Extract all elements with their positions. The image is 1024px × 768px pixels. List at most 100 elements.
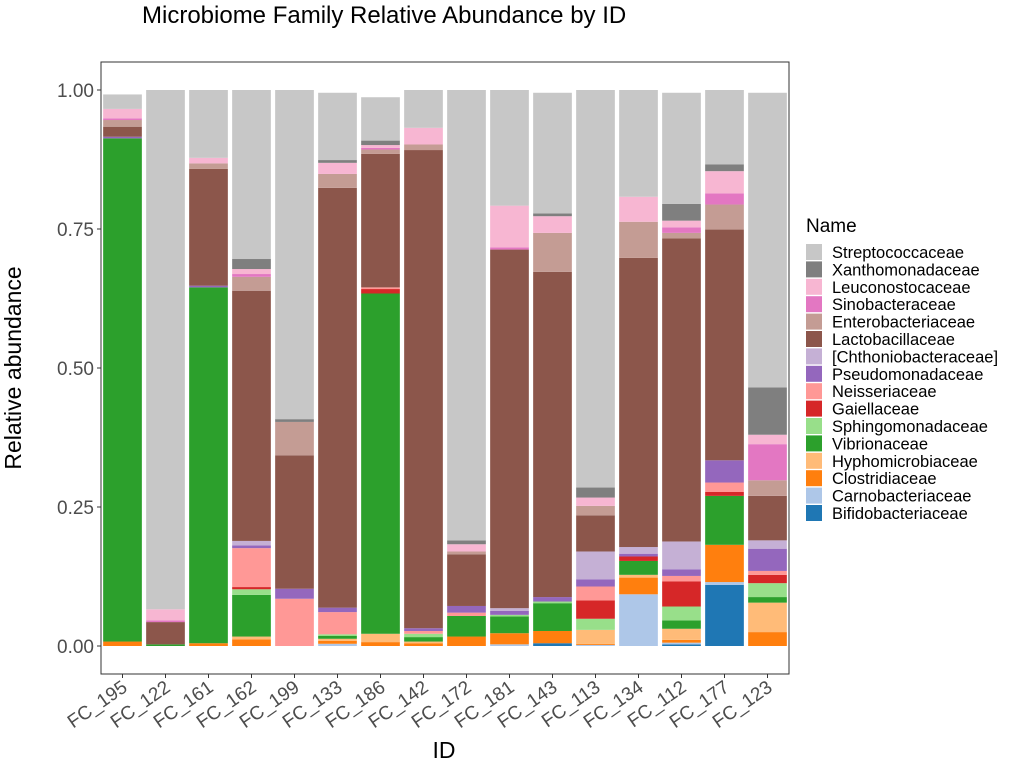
bar-segment-fc-177-pseudomonadaceae	[705, 460, 744, 483]
bar-segment-fc-181-vibrionaceae	[490, 616, 529, 634]
bar-segment-fc-172-lactobacillaceae	[447, 554, 486, 606]
bar-segment-fc-134-enterobacteriaceae	[619, 221, 658, 258]
bar-segment-fc-142-hyphomicrobiaceae	[404, 641, 443, 644]
bar-segment-fc-161-leuconostocaceae	[189, 157, 228, 164]
bar-segment-fc-177-streptococcaceae	[705, 90, 744, 165]
bar-segment-fc-112-lactobacillaceae	[662, 238, 701, 542]
bar-segment-fc-162-lactobacillaceae	[232, 290, 271, 541]
legend-label: Carnobacteriaceae	[832, 488, 971, 506]
legend-key	[806, 505, 822, 521]
bar-segment-fc-123-lactobacillaceae	[748, 495, 787, 541]
bar-segment-fc-134-vibrionaceae	[619, 560, 658, 575]
bar-segment-fc-162-enterobacteriaceae	[232, 276, 271, 291]
bar-segment-fc-143-leuconostocaceae	[533, 216, 572, 233]
bar-segment-fc-112-sphingomonadaceae	[662, 606, 701, 621]
x-axis: FC_195FC_122FC_161FC_162FC_199FC_133FC_1…	[64, 674, 776, 733]
bar-segment-fc-113-hyphomicrobiaceae	[576, 629, 615, 644]
bar-segment-fc-123-pseudomonadaceae	[748, 548, 787, 571]
y-tick-label: 0.00	[57, 637, 94, 658]
legend-label: Clostridiaceae	[832, 470, 937, 488]
bar-segment-fc-113-leuconostocaceae	[576, 497, 615, 506]
legend-key	[806, 383, 822, 400]
bar-segment-fc-172-pseudomonadaceae	[447, 605, 486, 613]
bar-segment-fc-162-chthoniobacteraceae	[232, 540, 271, 546]
bar-segment-fc-186-enterobacteriaceae	[361, 149, 400, 154]
bar-segment-fc-162-clostridiaceae	[232, 639, 271, 646]
legend-key	[806, 261, 822, 278]
legend-key	[806, 296, 822, 313]
bar-segment-fc-112-pseudomonadaceae	[662, 569, 701, 576]
bar-segment-fc-177-gaiellaceae	[705, 491, 744, 496]
bar-segment-fc-172-clostridiaceae	[447, 636, 486, 646]
legend-label: Xanthomonadaceae	[832, 261, 980, 279]
bar-segment-fc-113-neisseriaceae	[576, 586, 615, 601]
legend-key	[806, 470, 822, 487]
bar-segment-fc-199-pseudomonadaceae	[275, 588, 314, 599]
bar-segment-fc-162-hyphomicrobiaceae	[232, 636, 271, 640]
legend-label: Gaiellaceae	[832, 401, 919, 419]
bar-segment-fc-134-clostridiaceae	[619, 577, 658, 595]
bar-segment-fc-113-clostridiaceae	[576, 643, 615, 645]
bar-segment-fc-177-neisseriaceae	[705, 482, 744, 492]
bar-segment-fc-162-pseudomonadaceae	[232, 545, 271, 549]
legend-label: Leuconostocaceae	[832, 279, 971, 297]
bar-segment-fc-142-enterobacteriaceae	[404, 144, 443, 151]
bar-segment-fc-123-neisseriaceae	[748, 570, 787, 575]
legend-key	[806, 418, 822, 434]
bar-segment-fc-186-vibrionaceae	[361, 293, 400, 634]
legend-title: Name	[806, 216, 857, 237]
legend-key	[806, 400, 822, 417]
bar-segment-fc-143-pseudomonadaceae	[533, 597, 572, 602]
y-tick-label: 1.00	[57, 81, 94, 102]
bar-segment-fc-133-neisseriaceae	[318, 612, 357, 635]
bar-segment-fc-113-pseudomonadaceae	[576, 579, 615, 587]
bar-segment-fc-122-sinobacteraceae	[146, 620, 185, 623]
bar-segment-fc-113-streptococcaceae	[576, 90, 615, 488]
bar-segment-fc-143-bifidobacteriaceae	[533, 643, 572, 646]
bar-segment-fc-134-gaiellaceae	[619, 556, 658, 561]
bar-segment-fc-113-enterobacteriaceae	[576, 505, 615, 516]
bar-segment-fc-161-pseudomonadaceae	[189, 285, 228, 288]
bar-segment-fc-162-vibrionaceae	[232, 594, 271, 637]
plot-area	[100, 61, 790, 675]
bar-segment-fc-113-lactobacillaceae	[576, 515, 615, 552]
bar-segment-fc-181-sphingomonadaceae	[490, 614, 529, 617]
legend-key	[806, 278, 822, 295]
bar-segment-fc-186-hyphomicrobiaceae	[361, 633, 400, 643]
bar-segment-fc-134-pseudomonadaceae	[619, 553, 658, 557]
bar-segment-fc-161-streptococcaceae	[189, 90, 228, 158]
bar-segment-fc-177-leuconostocaceae	[705, 171, 744, 194]
bar-segment-fc-143-clostridiaceae	[533, 630, 572, 644]
bar-segment-fc-112-hyphomicrobiaceae	[662, 628, 701, 640]
bar-segment-fc-134-carnobacteriaceae	[619, 594, 658, 646]
legend-key	[806, 487, 822, 504]
bar-segment-fc-199-enterobacteriaceae	[275, 421, 314, 456]
bar-segment-fc-142-sphingomonadaceae	[404, 633, 443, 638]
bar-segment-fc-112-gaiellaceae	[662, 581, 701, 607]
bar-segment-fc-143-enterobacteriaceae	[533, 232, 572, 272]
legend-label: Pseudomonadaceae	[832, 366, 983, 384]
bar-segment-fc-112-neisseriaceae	[662, 575, 701, 582]
bar-segment-fc-186-neisseriaceae	[361, 287, 400, 290]
x-axis-title: ID	[433, 737, 456, 763]
bar-segment-fc-186-streptococcaceae	[361, 97, 400, 141]
legend-label: Sinobacteraceae	[832, 296, 956, 314]
bar-segment-fc-181-carnobacteriaceae	[490, 644, 529, 646]
bar-segment-fc-162-xanthomonadaceae	[232, 259, 271, 270]
bar-segment-fc-133-sphingomonadaceae	[318, 634, 357, 636]
bar-segment-fc-186-leuconostocaceae	[361, 145, 400, 148]
bar-segment-fc-177-xanthomonadaceae	[705, 164, 744, 172]
bar-segment-fc-113-chthoniobacteraceae	[576, 551, 615, 580]
bar-segment-fc-195-vibrionaceae	[103, 138, 142, 642]
bar-segment-fc-186-clostridiaceae	[361, 642, 400, 646]
bar-segment-fc-123-sinobacteraceae	[748, 444, 787, 481]
bar-segment-fc-195-enterobacteriaceae	[103, 120, 142, 127]
bar-segment-fc-186-sinobacteraceae	[361, 147, 400, 150]
bar-segment-fc-112-clostridiaceae	[662, 639, 701, 643]
bar-segment-fc-133-vibrionaceae	[318, 635, 357, 639]
bar-segment-fc-113-xanthomonadaceae	[576, 487, 615, 498]
bar-segment-fc-195-lactobacillaceae	[103, 126, 142, 137]
bar-segment-fc-112-vibrionaceae	[662, 620, 701, 629]
bar-segment-fc-133-xanthomonadaceae	[318, 160, 357, 163]
